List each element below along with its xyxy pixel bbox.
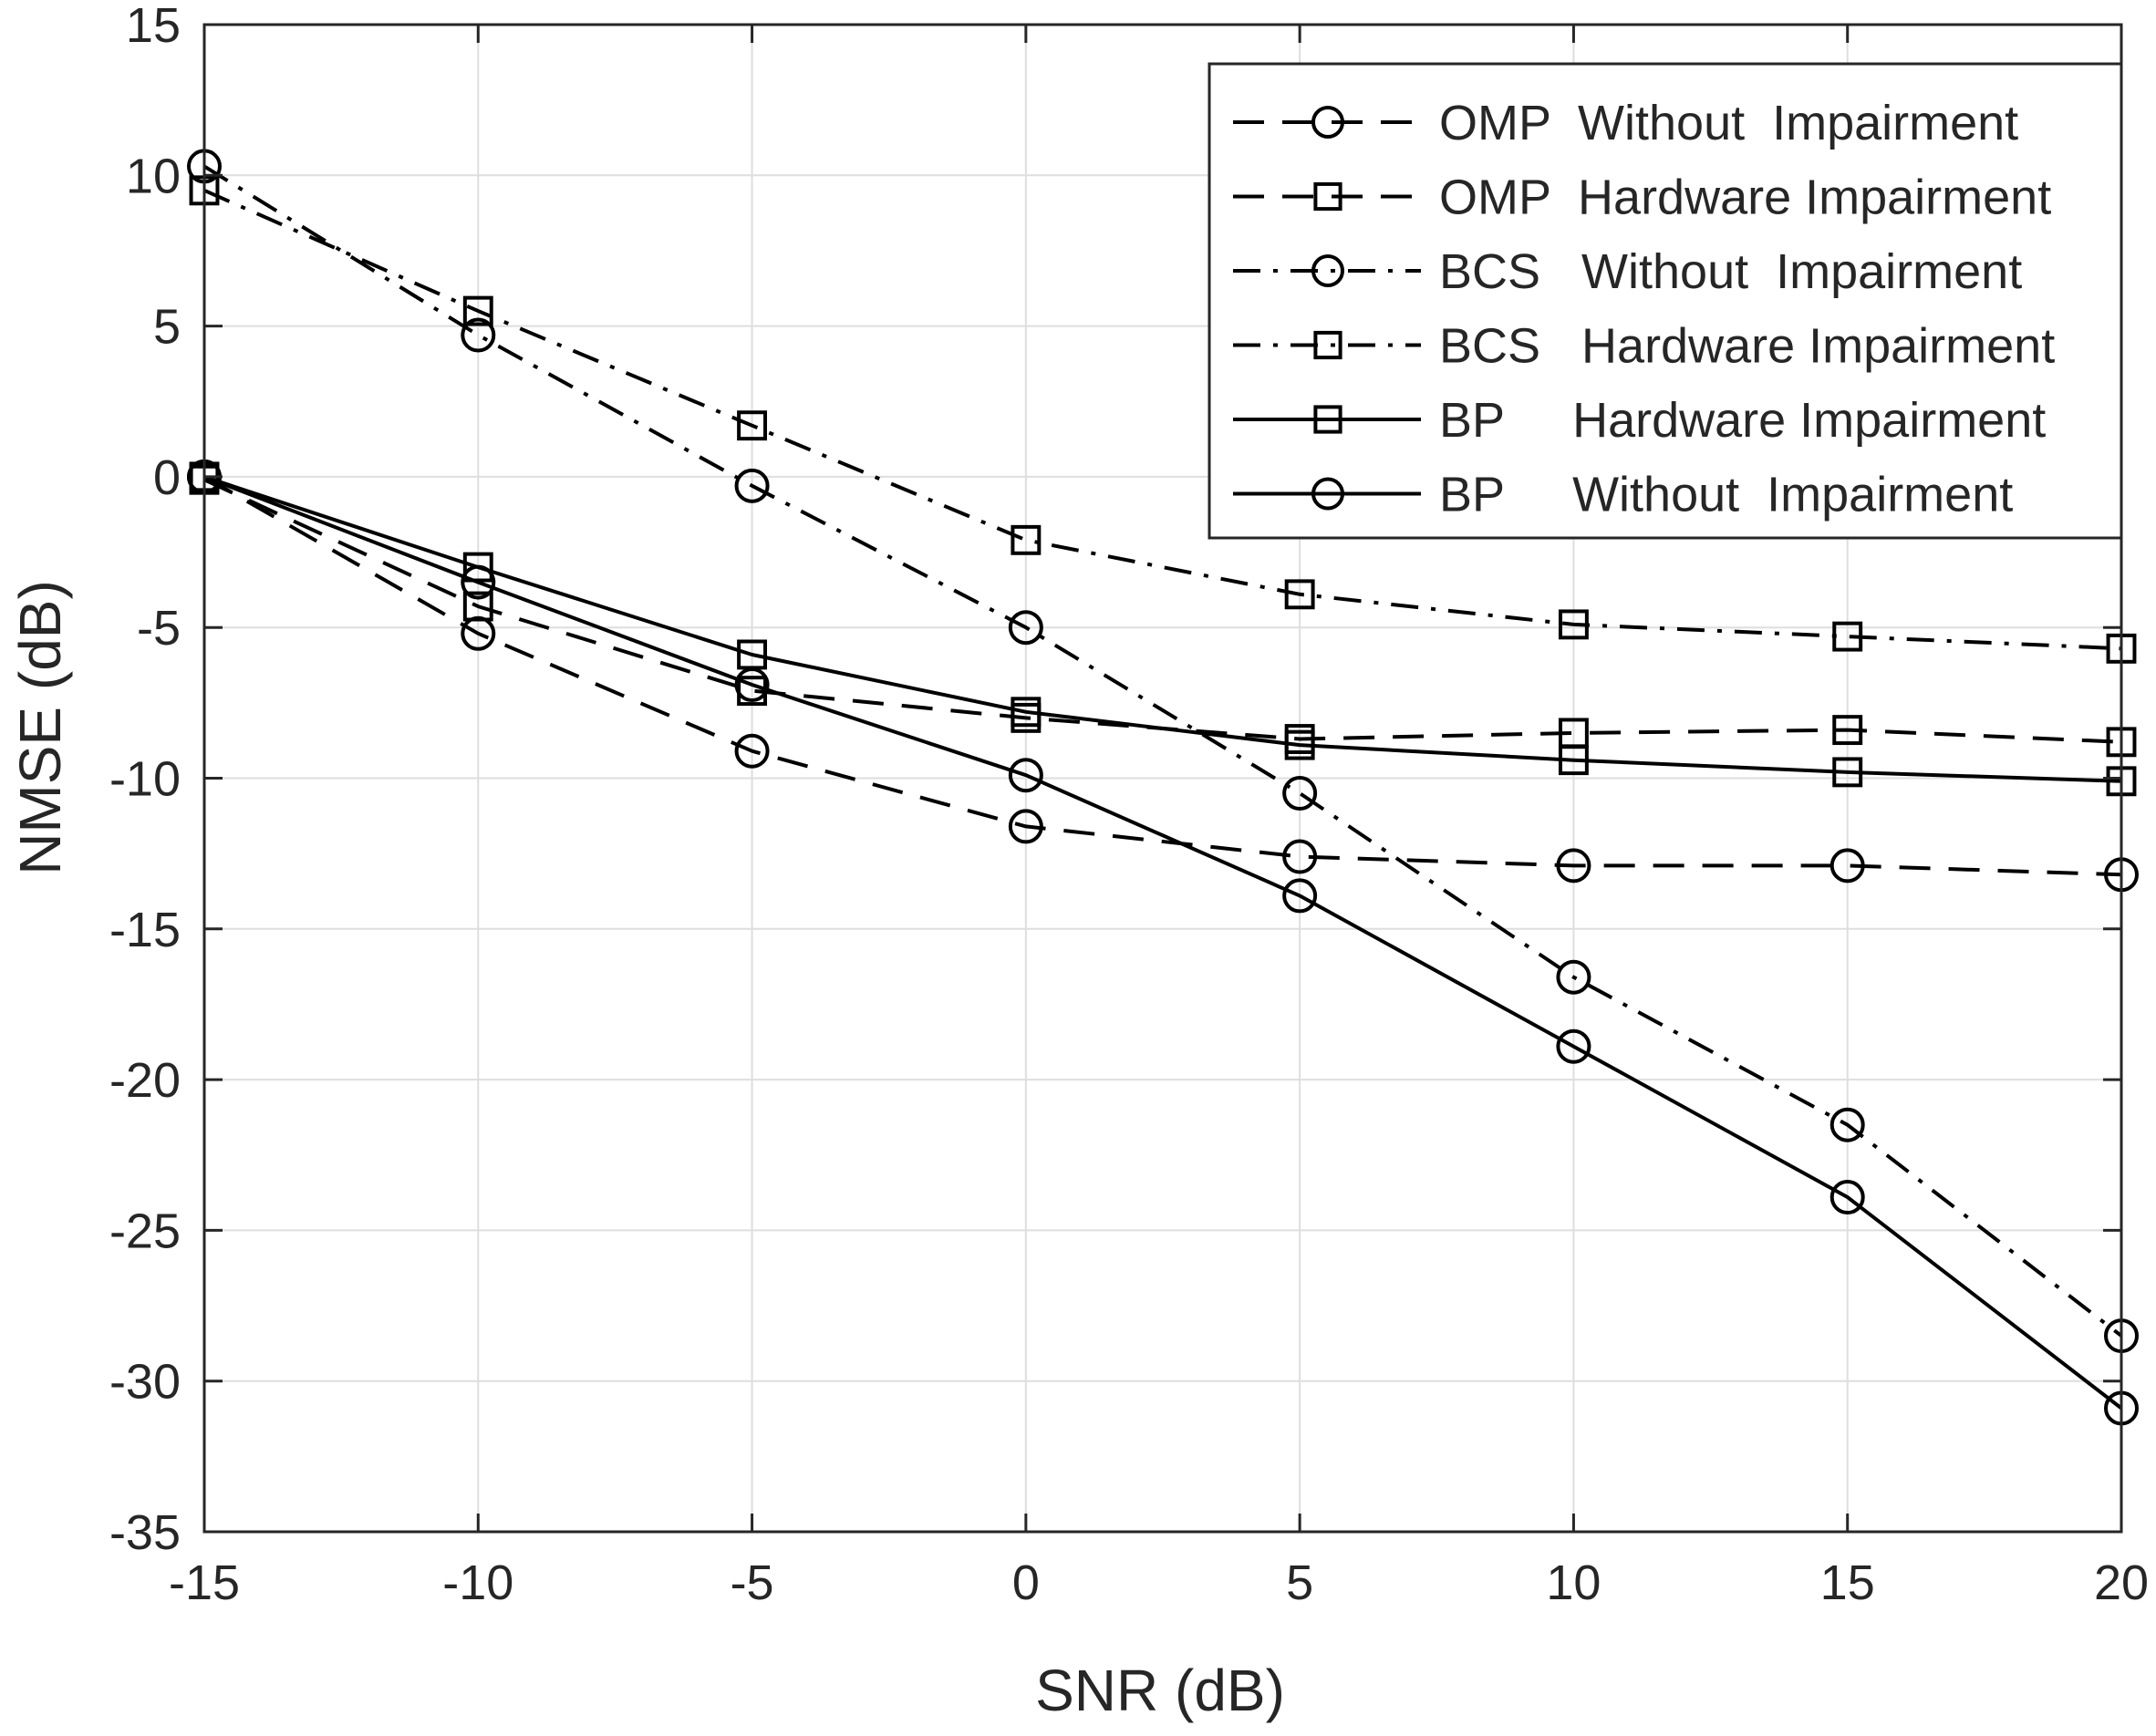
series-line <box>203 475 2122 877</box>
series-line <box>202 164 2123 1338</box>
y-tick-label: 15 <box>126 0 181 53</box>
x-tick-label: 5 <box>1286 1555 1313 1610</box>
data-point <box>1011 697 1042 728</box>
y-tick-label: -15 <box>109 903 181 957</box>
data-point <box>1008 809 1043 844</box>
series-lines <box>187 149 2139 1426</box>
y-tick-label: -30 <box>109 1355 181 1410</box>
legend-label: BP Hardware Impairment <box>1439 393 2046 448</box>
data-point <box>734 667 770 703</box>
y-tick-label: -10 <box>109 752 181 807</box>
legend-marker <box>1311 254 1344 287</box>
x-tick-label: 10 <box>1546 1555 1601 1610</box>
y-tick-label: -35 <box>109 1505 181 1560</box>
data-point <box>1282 776 1318 811</box>
data-point <box>462 295 493 326</box>
legend-entry: BCS Without Impairment <box>1233 244 2022 299</box>
data-point <box>1832 621 1863 652</box>
data-point <box>1556 1028 1591 1064</box>
series-5 <box>187 459 2139 1426</box>
data-point <box>1558 745 1589 776</box>
legend-entry: OMP Without Impairment <box>1233 96 2018 150</box>
data-point <box>461 317 496 353</box>
y-tick-label: 0 <box>153 450 181 505</box>
legend-entry: OMP Hardware Impairment <box>1233 170 2051 225</box>
data-point <box>1832 757 1863 788</box>
data-point <box>1556 959 1591 995</box>
legend-marker <box>1313 181 1342 212</box>
y-tick-label: 10 <box>126 149 181 203</box>
series-line <box>203 475 2122 783</box>
data-point <box>1829 1180 1865 1215</box>
x-tick-label: 20 <box>2094 1555 2149 1610</box>
data-point <box>1829 848 1865 884</box>
legend-label: BCS Without Impairment <box>1439 244 2022 299</box>
series-line <box>203 475 2123 1410</box>
series-3 <box>189 175 2137 664</box>
data-point <box>1832 715 1863 746</box>
data-point <box>1008 758 1043 793</box>
data-point <box>1558 609 1589 640</box>
data-point <box>1011 524 1042 555</box>
data-point <box>1829 1107 1865 1142</box>
legend: OMP Without Impairment OMP Hardware Impai… <box>1208 62 2123 540</box>
legend-entry: BCS Hardware Impairment <box>1233 319 2055 374</box>
data-point <box>734 468 770 503</box>
legend-entry: BP Hardware Impairment <box>1233 393 2046 448</box>
data-point <box>1282 878 1318 914</box>
axes <box>202 23 2123 1534</box>
data-point <box>1556 848 1591 884</box>
y-axis-label: NMSE (dB) <box>7 580 73 875</box>
x-tick-label: 0 <box>1012 1555 1040 1610</box>
x-axis-label: SNR (dB) <box>1035 1658 1285 1723</box>
legend-label: BP Without Impairment <box>1439 468 2013 522</box>
y-tick-label: -20 <box>109 1053 181 1108</box>
x-tick-label: 15 <box>1820 1555 1875 1610</box>
y-tick-label: 5 <box>153 300 181 355</box>
y-tick-label: -25 <box>109 1204 181 1258</box>
data-point <box>1282 839 1318 874</box>
tick-labels: -15 -10 -5 0 5 10 15 20 15 10 5 0 -5 -10 -15 -20 -25 -30 -… <box>109 0 2149 1610</box>
legend-box <box>1208 62 2123 540</box>
legend-marker <box>1311 106 1344 139</box>
legend-label: BCS Hardware Impairment <box>1439 319 2055 374</box>
data-point <box>461 564 496 600</box>
x-tick-label: -15 <box>169 1555 240 1610</box>
legend-marker <box>1311 477 1344 511</box>
series-line <box>203 188 2122 651</box>
legend-entry: BP Without Impairment <box>1233 468 2013 522</box>
data-point <box>734 733 770 769</box>
legend-marker <box>1313 330 1342 360</box>
x-tick-label: -10 <box>442 1555 513 1610</box>
data-point <box>1284 729 1315 760</box>
data-point <box>462 591 493 622</box>
legend-marker <box>1313 405 1342 434</box>
legend-label: OMP Without Impairment <box>1439 96 2018 150</box>
data-point <box>737 410 768 441</box>
data-point <box>1284 579 1315 610</box>
data-point <box>1008 610 1043 646</box>
x-tick-label: -5 <box>731 1555 774 1610</box>
legend-label: OMP Hardware Impairment <box>1439 170 2051 225</box>
y-tick-label: -5 <box>137 601 181 656</box>
